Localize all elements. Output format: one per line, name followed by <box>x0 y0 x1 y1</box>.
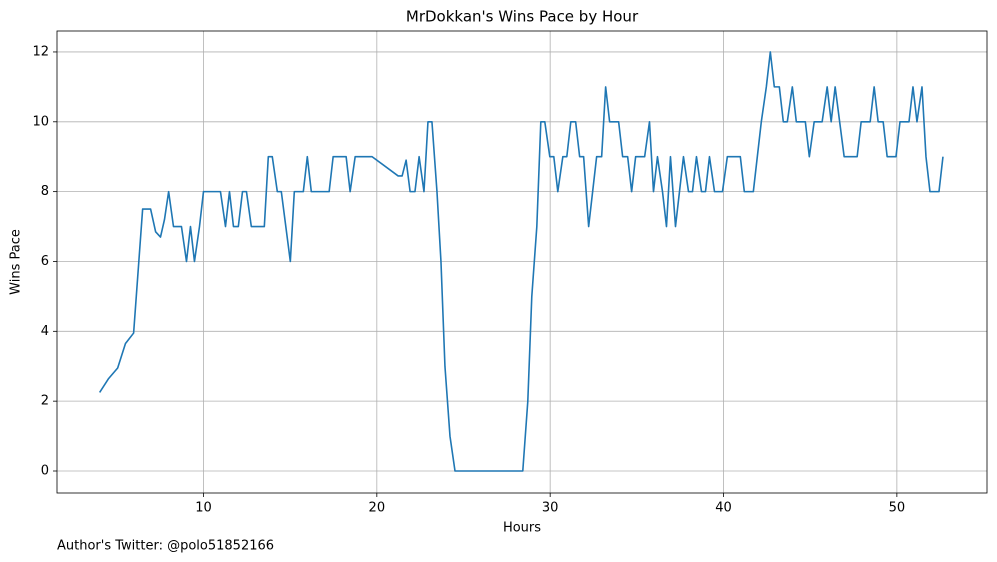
y-tick-label: 6 <box>41 254 49 269</box>
y-tick-label: 12 <box>32 44 49 59</box>
x-tick-label: 40 <box>715 501 732 516</box>
line-series <box>98 51 944 472</box>
x-tick-label: 10 <box>195 501 212 516</box>
annotation: Author's Twitter: @polo51852166 <box>57 539 274 554</box>
plot-frame <box>56 30 988 494</box>
x-tick-label: 20 <box>369 501 386 516</box>
x-axis-label: Hours <box>503 521 541 536</box>
y-axis-label: Wins Pace <box>9 229 24 295</box>
y-tick-label: 8 <box>41 184 49 199</box>
y-tick-label: 2 <box>41 394 49 409</box>
x-tick-label: 50 <box>889 501 906 516</box>
chart-title: MrDokkan's Wins Pace by Hour <box>406 8 639 26</box>
y-tick-label: 10 <box>32 114 49 129</box>
y-tick-label: 4 <box>41 324 49 339</box>
x-tick-label: 30 <box>542 501 559 516</box>
y-tick-label: 0 <box>41 464 49 479</box>
